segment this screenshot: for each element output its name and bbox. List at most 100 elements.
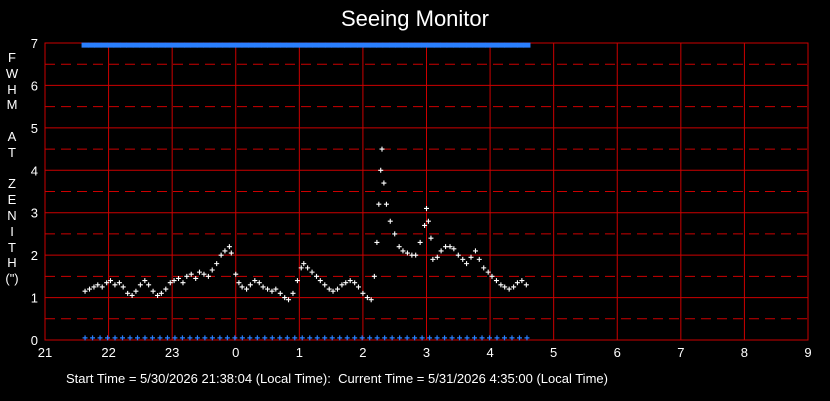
bottom-marker — [322, 335, 328, 341]
x-tick-label: 9 — [804, 345, 811, 360]
data-point — [347, 278, 353, 284]
bottom-marker — [494, 335, 500, 341]
data-point — [451, 246, 457, 252]
top-marker — [177, 42, 185, 48]
bottom-marker — [516, 335, 522, 341]
data-point — [205, 273, 211, 279]
y-tick-label: 5 — [31, 121, 38, 136]
bottom-marker — [464, 335, 470, 341]
y-axis-label-char: W — [5, 65, 19, 81]
x-tick-label: 21 — [38, 345, 52, 360]
top-marker — [331, 42, 339, 48]
bottom-marker — [472, 335, 478, 341]
bottom-marker — [247, 335, 253, 341]
data-point — [294, 278, 300, 284]
top-marker — [273, 42, 281, 48]
data-point — [460, 256, 466, 262]
data-point — [269, 288, 275, 294]
data-point — [209, 267, 215, 273]
data-point — [158, 290, 164, 296]
bottom-marker — [524, 335, 530, 341]
data-point — [99, 284, 105, 290]
data-point — [374, 239, 380, 245]
data-point — [236, 280, 242, 286]
data-point — [326, 286, 332, 292]
top-marker — [344, 42, 352, 48]
top-marker — [100, 42, 108, 48]
data-point — [277, 290, 283, 296]
top-marker — [152, 42, 160, 48]
top-marker — [510, 42, 518, 48]
bottom-marker — [120, 335, 126, 341]
data-point — [511, 284, 517, 290]
y-tick-label: 6 — [31, 78, 38, 93]
top-marker — [248, 42, 256, 48]
bottom-marker — [434, 335, 440, 341]
data-point — [464, 261, 470, 267]
bottom-marker — [419, 335, 425, 341]
data-point — [352, 280, 358, 286]
top-marker — [427, 42, 435, 48]
x-tick-label: 2 — [359, 345, 366, 360]
bottom-marker — [187, 335, 193, 341]
bottom-marker — [157, 335, 163, 341]
top-marker — [459, 42, 467, 48]
bottom-marker-row — [82, 335, 530, 341]
bottom-marker — [299, 335, 305, 341]
top-marker — [363, 42, 371, 48]
y-tick-label: 4 — [31, 163, 38, 178]
top-marker — [356, 42, 364, 48]
bottom-marker — [367, 335, 373, 341]
bottom-marker — [217, 335, 223, 341]
top-marker — [267, 42, 275, 48]
data-point — [150, 288, 156, 294]
top-marker — [299, 42, 307, 48]
data-point — [222, 248, 228, 254]
data-point — [218, 252, 224, 258]
data-point — [120, 284, 126, 290]
y-tick-label: 2 — [31, 248, 38, 263]
top-marker — [523, 42, 531, 48]
data-point — [506, 286, 512, 292]
top-marker — [260, 42, 268, 48]
data-point — [514, 280, 520, 286]
data-point — [244, 286, 250, 292]
data-point — [430, 256, 436, 262]
data-point — [322, 282, 328, 288]
y-axis-label-char: Z — [8, 176, 16, 192]
x-tick-label: 7 — [677, 345, 684, 360]
chart-title: Seeing Monitor — [341, 6, 489, 31]
bottom-marker — [329, 335, 335, 341]
data-point — [197, 269, 203, 275]
data-point — [309, 269, 315, 275]
data-point — [434, 254, 440, 260]
top-marker — [254, 42, 262, 48]
data-point — [489, 273, 495, 279]
data-points — [82, 146, 529, 303]
data-point — [256, 280, 262, 286]
top-marker — [145, 42, 153, 48]
data-point — [392, 231, 398, 237]
top-marker — [491, 42, 499, 48]
data-point — [334, 286, 340, 292]
bottom-marker — [127, 335, 133, 341]
bottom-marker — [164, 335, 170, 341]
y-axis-label-char: N — [7, 207, 17, 223]
top-marker — [164, 42, 172, 48]
x-tick-label: 23 — [165, 345, 179, 360]
top-marker — [209, 42, 217, 48]
data-point — [214, 261, 220, 267]
data-point — [95, 282, 101, 288]
data-point — [371, 273, 377, 279]
data-point — [468, 254, 474, 260]
data-point — [425, 218, 431, 224]
data-point — [286, 297, 292, 303]
top-marker — [190, 42, 198, 48]
top-marker — [305, 42, 313, 48]
top-marker — [388, 42, 396, 48]
bottom-marker — [389, 335, 395, 341]
bottom-marker — [239, 335, 245, 341]
top-marker — [446, 42, 454, 48]
data-point — [383, 201, 389, 207]
